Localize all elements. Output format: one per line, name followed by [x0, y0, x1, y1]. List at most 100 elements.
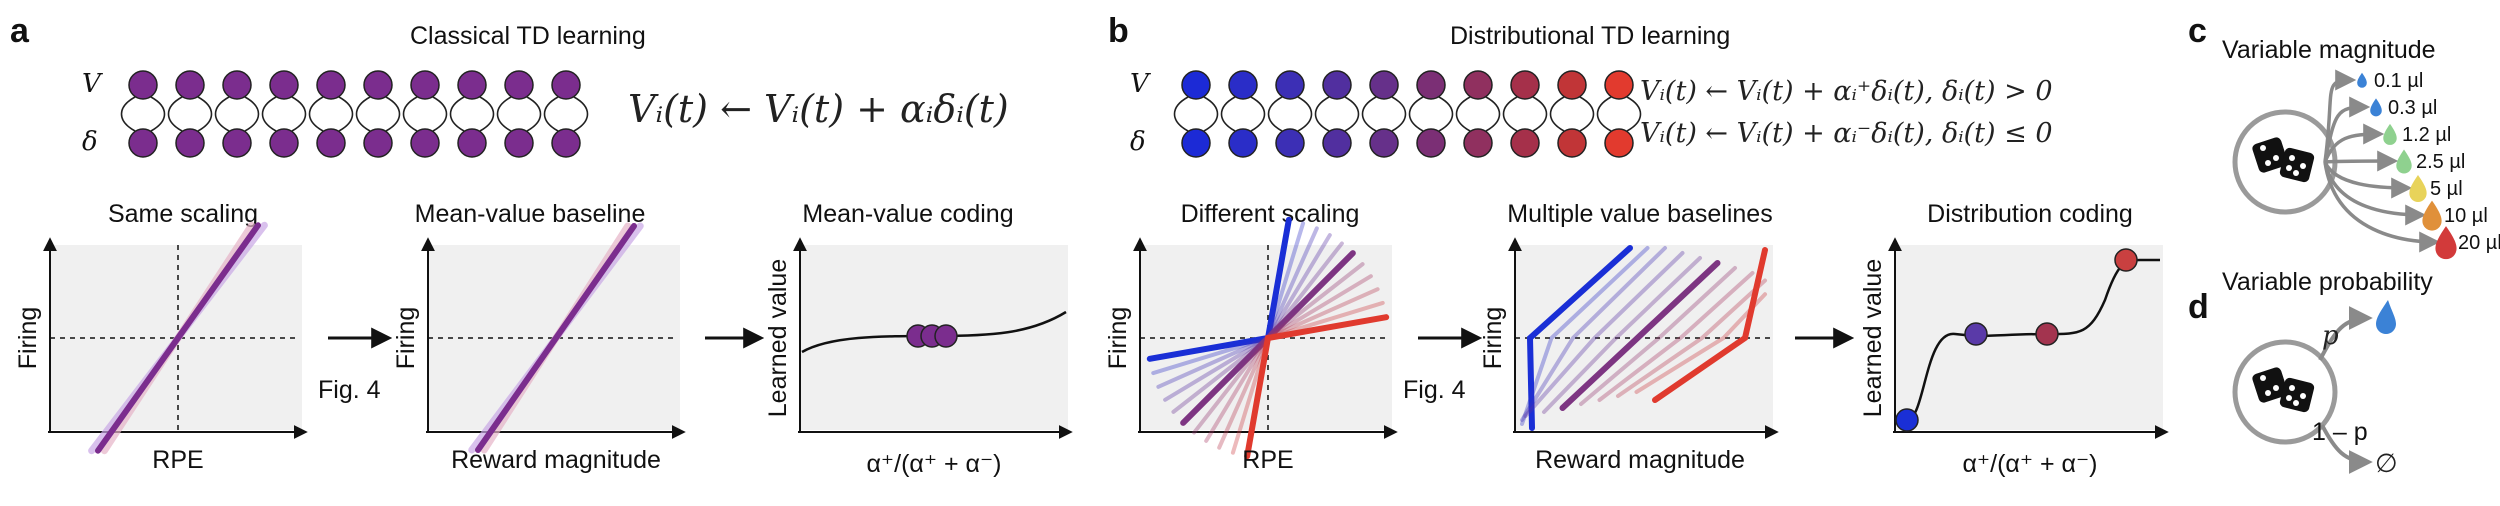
a-rpe-neuron: [175, 128, 205, 158]
b1-plot: [1133, 216, 1398, 460]
c-water-drop-icon: [2396, 149, 2412, 174]
a-rpe-neuron: [457, 128, 487, 158]
a-value-neuron: [269, 70, 299, 100]
b-rpe-neuron: [1228, 128, 1258, 158]
a-rpe-neuron: [128, 128, 158, 158]
c-water-drop-icon: [2370, 98, 2382, 117]
a-rpe-neuron: [269, 128, 299, 158]
b-right-arc: [1579, 96, 1595, 132]
d-p-label: p: [2322, 321, 2339, 351]
c-reward-label: 10 µl: [2444, 205, 2488, 227]
c-reward-arrow: [2323, 96, 2371, 163]
a-right-arc: [526, 96, 542, 132]
a-value-neuron: [175, 70, 205, 100]
a-value-neuron: [504, 70, 534, 100]
b-right-arc: [1438, 96, 1454, 132]
b-left-arc: [1549, 96, 1565, 132]
b-value-neuron: [1228, 70, 1258, 100]
panel-b-title: Distributional TD learning: [1450, 22, 1730, 50]
b-rpe-neuron: [1416, 128, 1446, 158]
a3-xlabel: α⁺/(α⁺ + α⁻): [866, 450, 1001, 478]
a-right-arc: [244, 96, 260, 132]
b3-point-1: [1895, 408, 1919, 432]
b-left-arc: [1220, 96, 1236, 132]
a-right-arc: [150, 96, 166, 132]
b-left-arc: [1596, 96, 1612, 132]
b-rpe-neuron: [1275, 128, 1305, 158]
b-rpe-neuron: [1181, 128, 1211, 158]
c-reward-label: 0.1 µl: [2374, 70, 2423, 92]
a-left-arc: [496, 96, 512, 132]
b-rpe-neuron: [1322, 128, 1352, 158]
c-reward-label: 20 µl: [2458, 232, 2500, 254]
b-right-arc: [1532, 96, 1548, 132]
a-rpe-neuron: [410, 128, 440, 158]
a2-ylabel: Firing: [392, 307, 420, 370]
b3-plot: [1888, 237, 2169, 439]
a-value-neuron: [316, 70, 346, 100]
b-value-neuron: [1322, 70, 1352, 100]
panel-d-letter: d: [2188, 288, 2209, 326]
a-left-arc: [402, 96, 418, 132]
a3-ylabel: Learned value: [764, 259, 792, 417]
a-right-arc: [573, 96, 589, 132]
panel-b-v-label: V: [1130, 69, 1151, 99]
b-left-arc: [1502, 96, 1518, 132]
a3-plot: [793, 237, 1073, 439]
b-value-neuron: [1604, 70, 1634, 100]
a-left-arc: [261, 96, 277, 132]
a-left-arc: [167, 96, 183, 132]
b1-tuning-line: [1244, 314, 1390, 460]
a3-point-3: [934, 324, 958, 348]
b2-tuning-line: [1526, 245, 1633, 431]
c-reward-arrow: [2323, 69, 2357, 163]
b2-tuning-line: [1616, 278, 1767, 398]
panel-c-diagram: 0.1 µl 0.3 µl 1.2 µl 2.5 µl 5 µl 10 µl 20 µl: [2232, 69, 2500, 260]
b-value-neuron: [1557, 70, 1587, 100]
c-reward-arrow: [2323, 161, 2441, 253]
b2-tuning-line: [1559, 260, 1721, 411]
b-rpe-neuron: [1557, 128, 1587, 158]
panel-d-diagram: p 1 – p ∅: [2232, 300, 2398, 479]
c-dice-icon: [2252, 137, 2315, 183]
panel-d-title: Variable probability: [2222, 268, 2433, 296]
a1-ylabel: Firing: [14, 307, 42, 370]
b2-tuning-line: [1579, 266, 1737, 406]
d-arrow-p: [2318, 306, 2373, 361]
panel-a-v-label: V: [82, 69, 103, 99]
b-right-arc: [1203, 96, 1219, 132]
b-right-arc: [1344, 96, 1360, 132]
panel-b-equation-positive: Vᵢ(t) ← Vᵢ(t) + αᵢ⁺δᵢ(t), δᵢ(t) > 0: [1640, 76, 2053, 107]
c-water-drop-icon: [2435, 226, 2457, 260]
b-value-neuron: [1416, 70, 1446, 100]
b3-point-4: [2114, 248, 2138, 272]
b-left-arc: [1173, 96, 1189, 132]
c-reward-arrow: [2323, 161, 2413, 199]
a2-plot: [421, 222, 686, 454]
b-rpe-neuron: [1604, 128, 1634, 158]
b2-tuning-lines: [1520, 245, 1768, 431]
b-right-arc: [1485, 96, 1501, 132]
b-rpe-neuron: [1463, 128, 1493, 158]
b-left-arc: [1361, 96, 1377, 132]
panel-b-letter: b: [1108, 12, 1129, 50]
c-water-drop-icon: [2409, 175, 2427, 202]
b2-tuning-line: [1652, 247, 1768, 403]
a1-xlabel: RPE: [152, 446, 203, 474]
b-rpe-neuron: [1510, 128, 1540, 158]
a2-tuning-line: [475, 223, 637, 453]
panel-a-neuron-chain: [120, 70, 589, 158]
b2-tuning-line: [1520, 246, 1650, 426]
a-left-arc: [543, 96, 559, 132]
b3-plot-bg: [1895, 245, 2163, 430]
a-value-neuron: [410, 70, 440, 100]
a-right-arc: [197, 96, 213, 132]
a-value-neuron: [128, 70, 158, 100]
panel-a-title: Classical TD learning: [410, 22, 646, 50]
a-left-arc: [355, 96, 371, 132]
b-right-arc: [1297, 96, 1313, 132]
b-left-arc: [1267, 96, 1283, 132]
a-value-neuron: [222, 70, 252, 100]
c-reward-arrow: [2323, 123, 2385, 163]
a-rpe-neuron: [222, 128, 252, 158]
